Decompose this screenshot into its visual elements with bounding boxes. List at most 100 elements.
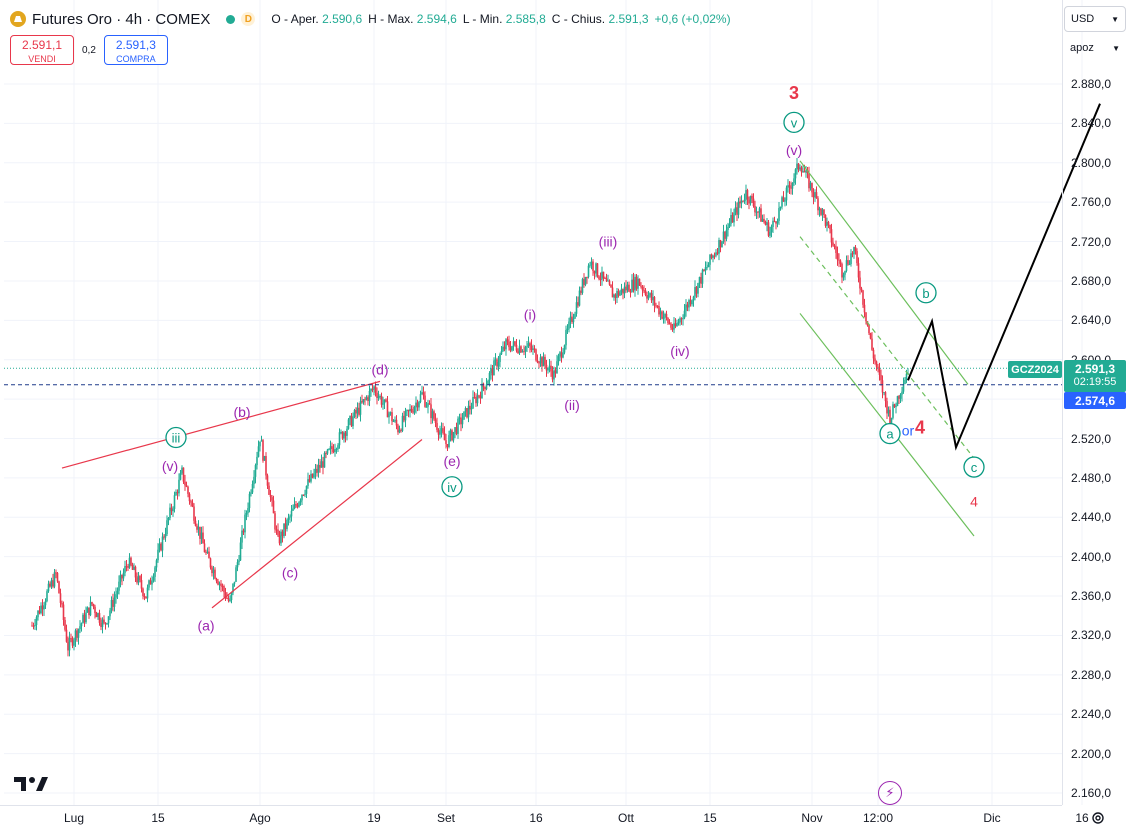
candle-body	[451, 430, 453, 441]
candle-body	[136, 577, 138, 583]
candle-body	[49, 583, 51, 587]
last-price: 2.591,3	[1074, 362, 1116, 376]
candle-body	[841, 263, 843, 278]
candle-body	[857, 263, 860, 278]
wave-label-circle	[963, 456, 985, 478]
symbol-title[interactable]: Futures Oro · 4h · COMEX	[32, 10, 211, 28]
candle-body	[286, 519, 288, 530]
candle-body	[577, 302, 579, 306]
candle-body	[415, 402, 417, 408]
candle-body	[832, 242, 834, 246]
candle-body	[464, 408, 467, 412]
candle-body	[721, 241, 723, 248]
candle-body	[215, 578, 218, 582]
candle-body	[46, 591, 48, 602]
scale-mode-select[interactable]: apoz ▼	[1064, 38, 1126, 58]
candle-body	[146, 587, 149, 599]
candle-body	[295, 504, 297, 506]
candle-body	[737, 201, 740, 215]
candle-body	[554, 370, 557, 374]
candle-body	[676, 323, 678, 327]
candle-body	[850, 253, 852, 264]
wave-label-circle	[879, 422, 901, 445]
candle-body	[340, 431, 342, 433]
candle-body	[103, 619, 105, 623]
candle-body	[497, 362, 500, 367]
candle-body	[209, 558, 212, 568]
sell-price: 2.591,1	[21, 38, 63, 52]
candle-body	[401, 415, 404, 431]
candle-body	[214, 569, 216, 579]
candle-body	[107, 616, 110, 624]
price-tick-label: 2.720,0	[1071, 234, 1112, 249]
candle-body	[569, 316, 572, 322]
candle-body	[757, 211, 759, 213]
candle-body	[476, 395, 479, 404]
candle-body	[50, 580, 53, 587]
wave-label: 4	[915, 418, 925, 438]
candle-body	[646, 294, 648, 299]
candle-body	[659, 311, 662, 315]
ohlc-label: O - Aper.	[271, 12, 323, 26]
candle-body	[53, 572, 56, 587]
candle-body	[118, 581, 120, 591]
candle-body	[311, 473, 314, 478]
candle-body	[701, 269, 704, 284]
candle-body	[619, 292, 621, 296]
candle-body	[164, 534, 167, 538]
candle-body	[674, 323, 677, 327]
candle-body	[100, 622, 102, 627]
candle-body	[820, 208, 822, 215]
candle-body	[778, 208, 780, 221]
lightning-icon[interactable]: ⚡	[878, 781, 902, 805]
candle-body	[95, 613, 98, 618]
candle-body	[440, 428, 443, 432]
candle-body	[836, 253, 839, 260]
candle-body	[296, 505, 299, 507]
candle-body	[727, 226, 729, 230]
time-scale[interactable]	[0, 805, 1062, 838]
candle-body	[809, 182, 812, 189]
candle-body	[350, 415, 353, 427]
candle-body	[743, 199, 746, 202]
buy-button[interactable]: 2.591,3 COMPRA	[103, 35, 168, 65]
wave-label-circle	[441, 476, 463, 498]
candle-body	[508, 341, 510, 348]
candle-body	[275, 529, 278, 531]
wave-label: v	[791, 115, 798, 130]
gear-icon[interactable]	[1090, 810, 1106, 826]
ohlc-item: O - Aper. 2.590,6	[271, 12, 362, 26]
candle-body	[871, 338, 873, 350]
candle-body	[509, 347, 512, 351]
candle-body	[257, 446, 260, 457]
candle-body	[557, 356, 560, 362]
candle-body	[293, 504, 296, 509]
candle-body	[889, 409, 891, 426]
candle-body	[319, 465, 321, 468]
candle-body	[496, 359, 498, 367]
candle-body	[494, 359, 497, 361]
candle-body	[769, 231, 771, 236]
sell-button[interactable]: 2.591,1 VENDI	[10, 35, 74, 65]
candle-body	[623, 286, 626, 294]
candle-body	[796, 163, 798, 170]
candle-body	[172, 508, 174, 512]
projection-path	[907, 103, 1101, 451]
candle-body	[259, 441, 261, 447]
candle-body	[112, 599, 114, 607]
delayed-badge[interactable]: D	[241, 12, 256, 26]
tradingview-logo[interactable]	[14, 775, 48, 799]
candle-body	[263, 455, 266, 461]
candle-body	[488, 372, 491, 382]
candle-body	[478, 395, 480, 397]
candle-body	[88, 607, 90, 616]
candle-body	[742, 200, 744, 202]
candle-body	[233, 581, 236, 584]
currency-select[interactable]: USD ▼	[1064, 6, 1126, 32]
candle-body	[559, 352, 561, 357]
candle-body	[688, 300, 690, 308]
candle-body	[86, 607, 89, 613]
candle-body	[562, 352, 564, 358]
candle-body	[877, 366, 879, 369]
